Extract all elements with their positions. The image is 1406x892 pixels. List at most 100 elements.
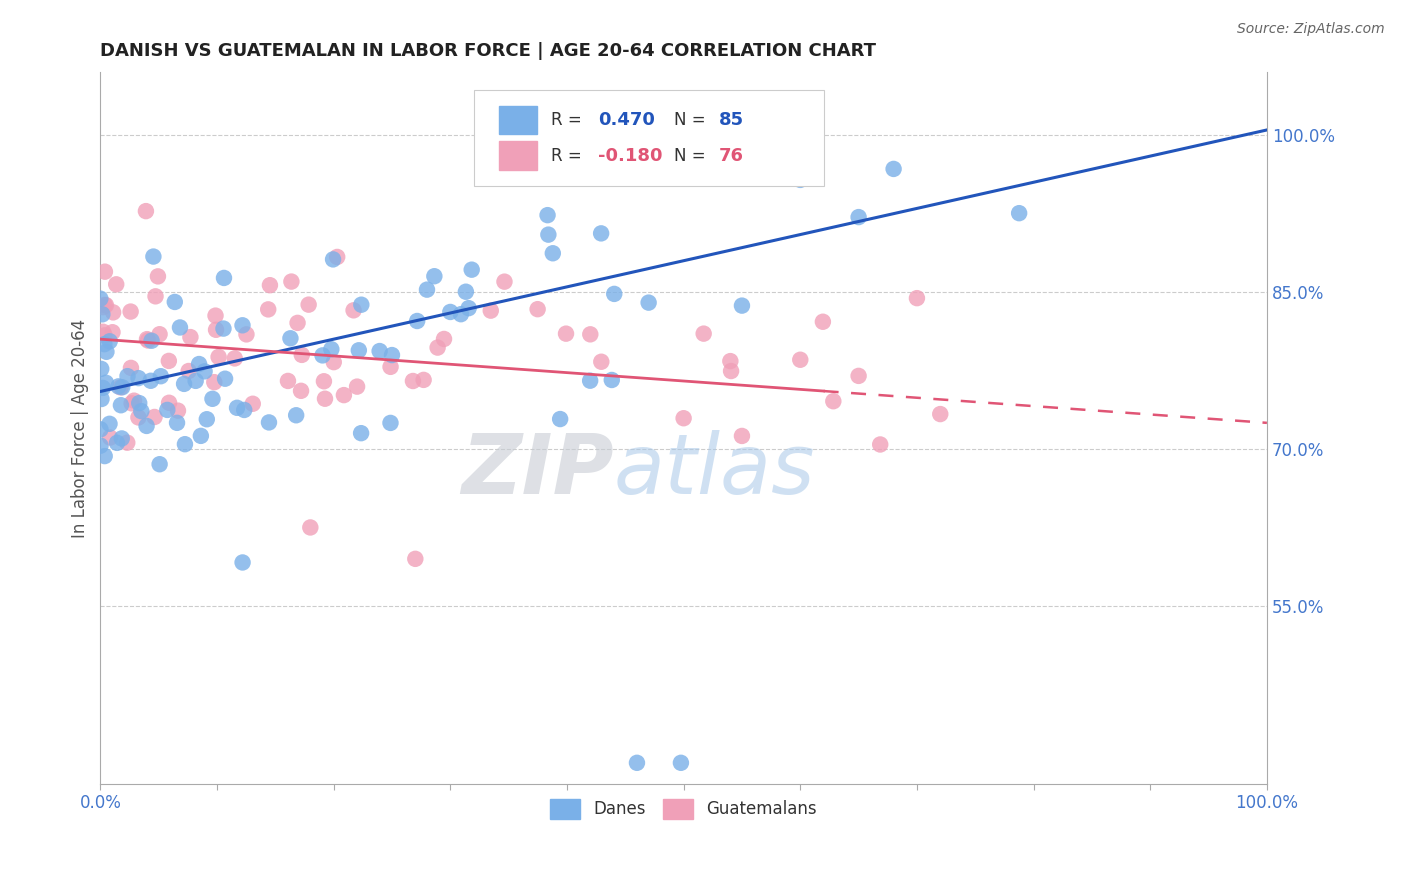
Text: R =: R =: [551, 112, 586, 129]
Point: [91, 307, 114, 321]
Point: [869, 437, 891, 451]
Point: [346, 379, 368, 393]
Point: [848, 368, 870, 383]
Point: [110, 380, 132, 394]
Text: ZIP: ZIP: [461, 430, 613, 511]
Point: [89, 422, 111, 436]
Point: [190, 429, 212, 443]
Point: [195, 412, 218, 426]
Point: [603, 286, 626, 301]
Point: [548, 412, 571, 426]
Point: [457, 301, 479, 315]
Text: N =: N =: [675, 112, 711, 129]
Text: N =: N =: [675, 146, 711, 165]
Point: [731, 429, 754, 443]
Point: [579, 374, 602, 388]
Point: [402, 374, 425, 388]
Point: [149, 369, 172, 384]
Point: [139, 374, 162, 388]
Point: [555, 326, 578, 341]
Point: [98, 431, 121, 445]
Point: [94, 376, 117, 390]
Point: [672, 411, 695, 425]
Point: [322, 252, 344, 267]
Point: [423, 269, 446, 284]
Point: [188, 357, 211, 371]
Point: [233, 403, 256, 417]
Point: [167, 403, 190, 417]
Bar: [499, 142, 537, 169]
Text: -0.180: -0.180: [599, 146, 664, 165]
Point: [614, 131, 637, 145]
Point: [91, 325, 114, 339]
Point: [669, 756, 692, 770]
Point: [242, 397, 264, 411]
Point: [96, 344, 118, 359]
Point: [120, 360, 142, 375]
Point: [89, 292, 111, 306]
Text: R =: R =: [551, 146, 586, 165]
Point: [107, 379, 129, 393]
Y-axis label: In Labor Force | Age 20-64: In Labor Force | Age 20-64: [72, 318, 89, 538]
Point: [692, 326, 714, 341]
Point: [321, 343, 343, 357]
Point: [91, 300, 114, 314]
Point: [93, 298, 115, 312]
Point: [350, 426, 373, 441]
Point: [174, 437, 197, 451]
Point: [146, 269, 169, 284]
Point: [111, 380, 134, 394]
Point: [232, 556, 254, 570]
Point: [91, 381, 114, 395]
Point: [122, 393, 145, 408]
Point: [789, 352, 811, 367]
Point: [101, 305, 124, 319]
Point: [212, 271, 235, 285]
Point: [381, 348, 404, 362]
Point: [90, 392, 112, 406]
Point: [368, 344, 391, 359]
Point: [718, 354, 741, 368]
Point: [404, 551, 426, 566]
Point: [145, 289, 167, 303]
Point: [314, 392, 336, 406]
Point: [537, 227, 560, 242]
Point: [184, 374, 207, 388]
Point: [412, 373, 434, 387]
Text: 85: 85: [718, 112, 744, 129]
Point: [163, 295, 186, 310]
Point: [720, 364, 742, 378]
Point: [591, 227, 613, 241]
Point: [929, 407, 952, 421]
Point: [157, 354, 180, 368]
Point: [380, 416, 402, 430]
Text: atlas: atlas: [613, 430, 815, 511]
Point: [110, 398, 132, 412]
Point: [333, 388, 356, 402]
Point: [789, 173, 811, 187]
Point: [433, 332, 456, 346]
Point: [127, 410, 149, 425]
Point: [93, 449, 115, 463]
Point: [591, 355, 613, 369]
Point: [454, 285, 477, 299]
Point: [117, 435, 139, 450]
Point: [149, 457, 172, 471]
Point: [202, 375, 225, 389]
Legend: Danes, Guatemalans: Danes, Guatemalans: [544, 793, 824, 825]
Point: [291, 348, 314, 362]
Point: [439, 305, 461, 319]
Point: [823, 394, 845, 409]
Point: [98, 417, 121, 431]
Point: [637, 295, 659, 310]
Point: [406, 314, 429, 328]
Point: [905, 291, 928, 305]
Point: [93, 328, 115, 343]
Point: [541, 246, 564, 260]
Point: [536, 208, 558, 222]
Point: [226, 401, 249, 415]
Point: [322, 355, 344, 369]
Point: [290, 384, 312, 398]
Point: [848, 210, 870, 224]
Point: [105, 277, 128, 292]
